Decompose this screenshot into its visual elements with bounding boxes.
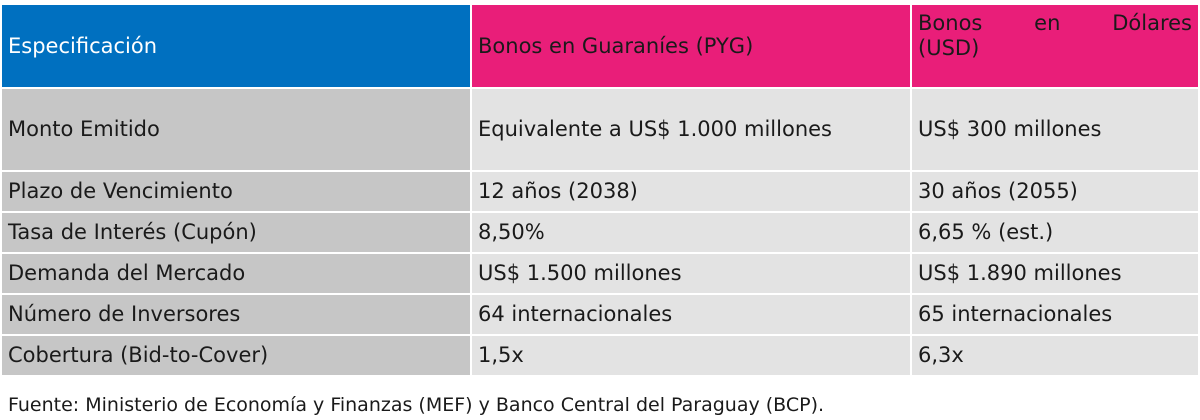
usd-value-cell: US$ 1.890 millones xyxy=(912,254,1198,293)
table-header-row: Especificación Bonos en Guaraníes (PYG) … xyxy=(2,5,1198,89)
row-label-cell: Monto Emitido xyxy=(2,89,472,170)
pyg-value-cell: 1,5x xyxy=(472,336,912,375)
table-row: Demanda del Mercado US$ 1.500 millones U… xyxy=(2,254,1198,295)
usd-value: US$ 1.890 millones xyxy=(918,261,1122,285)
row-label: Demanda del Mercado xyxy=(8,261,246,285)
usd-value: 6,65 % (est.) xyxy=(918,220,1054,244)
header-specification-label: Especificación xyxy=(8,33,158,58)
table-row: Número de Inversores 64 internacionales … xyxy=(2,295,1198,336)
row-label: Cobertura (Bid-to-Cover) xyxy=(8,343,269,367)
row-label-cell: Demanda del Mercado xyxy=(2,254,472,293)
row-label: Monto Emitido xyxy=(8,117,160,141)
pyg-value-cell: US$ 1.500 millones xyxy=(472,254,912,293)
usd-value: 65 internacionales xyxy=(918,302,1113,326)
pyg-value: 8,50% xyxy=(478,220,545,244)
table-row: Monto Emitido Equivalente a US$ 1.000 mi… xyxy=(2,89,1198,172)
pyg-value: 64 internacionales xyxy=(478,302,673,326)
usd-value: 6,3x xyxy=(918,343,964,367)
row-label-cell: Cobertura (Bid-to-Cover) xyxy=(2,336,472,375)
row-label: Número de Inversores xyxy=(8,302,241,326)
pyg-value-cell: 12 años (2038) xyxy=(472,172,912,211)
table-row: Cobertura (Bid-to-Cover) 1,5x 6,3x xyxy=(2,336,1198,377)
pyg-value-cell: Equivalente a US$ 1.000 millones xyxy=(472,89,912,170)
pyg-value: US$ 1.500 millones xyxy=(478,261,682,285)
header-usd-line1: Bonos en Dólares xyxy=(918,11,1192,36)
usd-value-cell: 6,65 % (est.) xyxy=(912,213,1198,252)
header-usd-word-2: en xyxy=(1034,11,1061,35)
row-label-cell: Número de Inversores xyxy=(2,295,472,334)
bond-comparison-table: Especificación Bonos en Guaraníes (PYG) … xyxy=(2,3,1198,377)
header-pyg-bonds: Bonos en Guaraníes (PYG) xyxy=(472,5,912,87)
header-usd-word-1: Bonos xyxy=(918,11,983,35)
usd-value-cell: 65 internacionales xyxy=(912,295,1198,334)
row-label-cell: Tasa de Interés (Cupón) xyxy=(2,213,472,252)
row-label: Plazo de Vencimiento xyxy=(8,179,233,203)
table-row: Tasa de Interés (Cupón) 8,50% 6,65 % (es… xyxy=(2,213,1198,254)
usd-value-cell: US$ 300 millones xyxy=(912,89,1198,170)
usd-value-cell: 6,3x xyxy=(912,336,1198,375)
header-usd-line2: (USD) xyxy=(918,36,980,60)
row-label: Tasa de Interés (Cupón) xyxy=(8,220,257,244)
pyg-value-cell: 8,50% xyxy=(472,213,912,252)
pyg-value: 1,5x xyxy=(478,343,524,367)
header-usd-label: Bonos en Dólares (USD) xyxy=(918,11,1192,61)
usd-value: US$ 300 millones xyxy=(918,117,1102,141)
usd-value: 30 años (2055) xyxy=(918,179,1078,203)
pyg-value: 12 años (2038) xyxy=(478,179,638,203)
header-pyg-label: Bonos en Guaraníes (PYG) xyxy=(478,33,754,58)
header-usd-bonds: Bonos en Dólares (USD) xyxy=(912,5,1198,87)
pyg-value: Equivalente a US$ 1.000 millones xyxy=(478,117,832,141)
pyg-value-cell: 64 internacionales xyxy=(472,295,912,334)
header-usd-word-3: Dólares xyxy=(1112,11,1192,35)
header-specification: Especificación xyxy=(2,5,472,87)
row-label-cell: Plazo de Vencimiento xyxy=(2,172,472,211)
source-footnote: Fuente: Ministerio de Economía y Finanza… xyxy=(8,394,825,416)
usd-value-cell: 30 años (2055) xyxy=(912,172,1198,211)
table-row: Plazo de Vencimiento 12 años (2038) 30 a… xyxy=(2,172,1198,213)
